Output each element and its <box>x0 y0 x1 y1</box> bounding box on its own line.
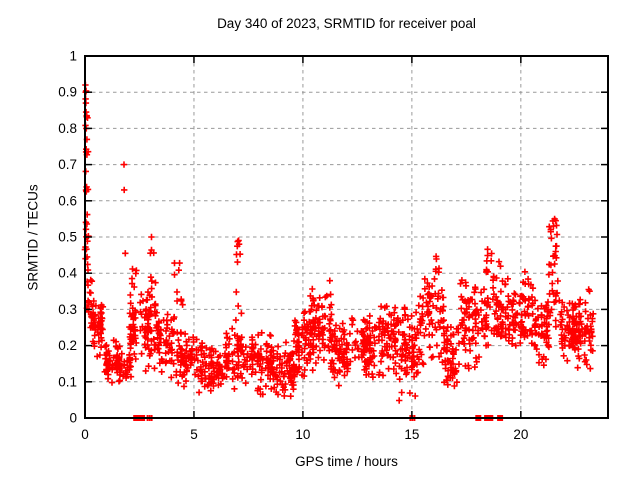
svg-text:20: 20 <box>513 427 528 442</box>
svg-text:0.8: 0.8 <box>58 121 77 136</box>
y-tick-labels: 0 0.1 0.2 0.3 0.4 0.5 0.6 0.7 0.8 0.9 1 <box>58 49 77 426</box>
svg-text:5: 5 <box>190 427 198 442</box>
axis-ticks <box>84 55 608 419</box>
chart-title: Day 340 of 2023, SRMTID for receiver poa… <box>217 16 476 31</box>
svg-text:0: 0 <box>69 411 77 426</box>
svg-text:15: 15 <box>404 427 419 442</box>
svg-text:0.6: 0.6 <box>58 193 77 208</box>
svg-text:0.9: 0.9 <box>58 85 77 100</box>
svg-text:0: 0 <box>81 427 89 442</box>
svg-text:0.3: 0.3 <box>58 302 77 317</box>
svg-text:10: 10 <box>295 427 310 442</box>
scatter-points <box>81 81 597 404</box>
x-tick-labels: 0 5 10 15 20 <box>81 427 528 442</box>
x-axis-label: GPS time / hours <box>295 454 398 469</box>
svg-text:1: 1 <box>69 49 77 64</box>
svg-text:0.5: 0.5 <box>58 230 77 245</box>
svg-text:0.2: 0.2 <box>58 338 77 353</box>
svg-text:0.7: 0.7 <box>58 157 77 172</box>
svg-text:0.4: 0.4 <box>58 266 77 281</box>
svg-text:0.1: 0.1 <box>58 374 77 389</box>
